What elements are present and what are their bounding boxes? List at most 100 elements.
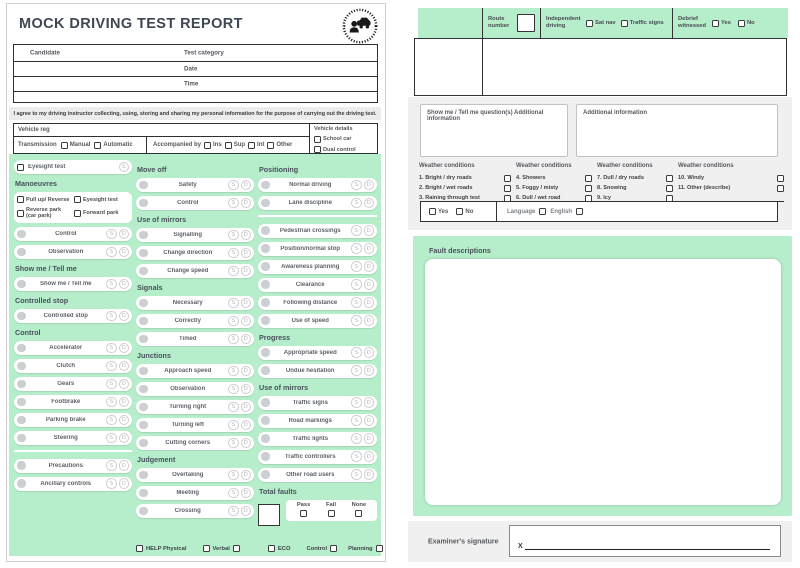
checkbox-forward-park[interactable]	[74, 209, 81, 217]
fault-bubble[interactable]	[261, 316, 270, 325]
mark-circle-d[interactable]: D	[240, 383, 251, 395]
mark-circle-s[interactable]: S	[351, 179, 362, 191]
mark-circle-d[interactable]: D	[363, 415, 374, 426]
fault-bubble[interactable]	[139, 316, 148, 326]
fault-bubble[interactable]	[139, 230, 148, 240]
mark-circle-d[interactable]: D	[363, 451, 374, 462]
fault-descriptions-input[interactable]	[425, 259, 781, 505]
mark-circle-s[interactable]: S	[351, 397, 362, 408]
mark-circle-s[interactable]: S	[351, 469, 362, 480]
mark-circle-s[interactable]: S	[351, 347, 362, 358]
mark-circle-d[interactable]: D	[363, 365, 374, 376]
vehicle-reg-field[interactable]: Vehicle reg	[14, 124, 309, 137]
mark-circle-s[interactable]: S	[228, 419, 239, 431]
mark-circle-d[interactable]: D	[118, 228, 129, 240]
fault-bubble[interactable]	[17, 379, 26, 389]
checkbox-pull-up-reverse[interactable]	[17, 196, 24, 203]
mark-circle-s[interactable]: S	[351, 297, 362, 308]
mark-circle-s[interactable]: S	[351, 365, 362, 376]
checkbox-dual-control[interactable]	[314, 146, 321, 153]
mark-circle-s[interactable]: S	[106, 246, 117, 258]
checkbox-verbal-2[interactable]	[232, 545, 240, 552]
fault-bubble[interactable]	[261, 280, 270, 289]
checkbox-language[interactable]	[539, 208, 547, 215]
fault-bubble[interactable]	[17, 415, 26, 425]
mark-circle-s[interactable]: S	[228, 297, 239, 309]
checkbox-planning[interactable]	[375, 545, 383, 552]
mark-circle-d[interactable]: D	[240, 315, 251, 327]
mark-circle-d[interactable]: D	[118, 414, 129, 426]
mark-circle-d[interactable]: D	[240, 505, 251, 517]
mark-circle-s[interactable]: S	[351, 243, 362, 254]
mark-circle-d[interactable]: D	[240, 365, 251, 377]
mark-circle-s[interactable]: S	[228, 383, 239, 395]
mark-circle-d[interactable]: D	[118, 310, 129, 322]
checkbox-school-car[interactable]	[314, 135, 321, 143]
mark-circle-s[interactable]: S	[228, 247, 239, 259]
checkbox-help-physical[interactable]	[136, 545, 143, 552]
checkbox-reverse-park-car-park[interactable]	[17, 209, 24, 217]
mark-circle-d[interactable]: D	[240, 333, 251, 345]
checkbox-traffic-signs[interactable]	[620, 19, 628, 27]
mark-circle-s[interactable]: S	[228, 365, 239, 377]
mark-circle-s[interactable]: S	[228, 229, 239, 241]
mark-circle-d[interactable]: D	[363, 315, 374, 326]
fault-bubble[interactable]	[139, 248, 148, 258]
mark-circle-s[interactable]: S	[106, 378, 117, 390]
checkbox-sat-nav[interactable]	[586, 19, 593, 27]
checkbox-10-windy[interactable]	[777, 174, 784, 182]
additional-information-box[interactable]: Additional information	[576, 104, 778, 157]
table-row[interactable]	[14, 91, 377, 102]
mark-circle-d[interactable]: D	[363, 243, 374, 254]
fault-bubble[interactable]	[17, 397, 26, 407]
mark-circle-d[interactable]: D	[118, 278, 129, 290]
fault-bubble[interactable]	[139, 438, 148, 448]
mark-circle-d[interactable]: D	[363, 433, 374, 444]
fault-bubble[interactable]	[261, 298, 270, 307]
fault-bubble[interactable]	[17, 433, 26, 443]
mark-circle-d[interactable]: D	[363, 469, 374, 480]
mark-circle-d[interactable]: D	[363, 347, 374, 358]
checkbox-no[interactable]	[738, 19, 745, 27]
mark-circle-s[interactable]: S	[106, 414, 117, 426]
table-row[interactable]: Time	[14, 76, 377, 91]
mark-circle-s[interactable]: S	[228, 401, 239, 413]
mark-circle-s[interactable]: S	[106, 432, 117, 444]
mark-circle-s[interactable]: S	[106, 310, 117, 322]
checkbox-2-bright-wet-roads[interactable]	[504, 184, 511, 192]
mark-circle-s[interactable]: S	[106, 278, 117, 290]
mark-circle-s[interactable]: S	[228, 315, 239, 327]
mark-circle-d[interactable]: D	[118, 246, 129, 258]
mark-circle-d[interactable]: D	[240, 229, 251, 241]
mark-circle-d[interactable]: D	[118, 460, 129, 471]
route-number-input[interactable]	[517, 14, 535, 32]
fault-bubble[interactable]	[17, 311, 26, 321]
checkbox-eyesight-test[interactable]	[17, 163, 24, 171]
mark-circle-d[interactable]: D	[240, 265, 251, 277]
checkbox-yes[interactable]	[712, 19, 719, 27]
mark-circle-d[interactable]: D	[118, 396, 129, 408]
mark-circle-d[interactable]: D	[363, 179, 374, 191]
mark-circle-d[interactable]: D	[118, 478, 129, 489]
mark-circle-d[interactable]: D	[240, 419, 251, 431]
checkbox-5-foggy-misty[interactable]	[585, 184, 592, 192]
checkbox-manual[interactable]	[60, 141, 68, 149]
mark-circle-s[interactable]: S	[351, 433, 362, 444]
fault-bubble[interactable]	[139, 506, 148, 516]
checkbox-pass[interactable]	[300, 509, 308, 517]
fault-bubble[interactable]	[139, 384, 148, 394]
mark-circle-s[interactable]: S	[351, 451, 362, 462]
mark-circle-d[interactable]: D	[363, 197, 374, 209]
fault-bubble[interactable]	[261, 180, 270, 190]
checkbox-automatic[interactable]	[94, 141, 102, 149]
total-faults-count-box[interactable]	[258, 503, 280, 526]
fault-bubble[interactable]	[261, 434, 270, 443]
checkbox-7-dull-dry-roads[interactable]	[666, 174, 673, 182]
mark-circle-d[interactable]: D	[118, 432, 129, 444]
table-row[interactable]: Date	[14, 61, 377, 76]
checkbox-verbal[interactable]	[202, 545, 210, 552]
fault-bubble[interactable]	[17, 229, 26, 239]
fault-bubble[interactable]	[261, 366, 270, 375]
mark-circle-s[interactable]: S	[106, 228, 117, 240]
checkbox-11-other-describe[interactable]	[777, 184, 784, 192]
